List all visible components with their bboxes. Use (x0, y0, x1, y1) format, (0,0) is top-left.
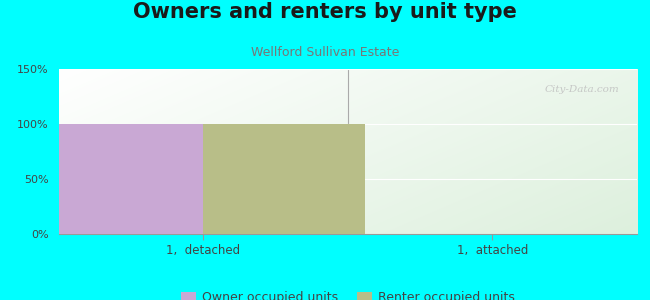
Bar (41, 124, 203, 234)
Text: Wellford Sullivan Estate: Wellford Sullivan Estate (251, 46, 399, 59)
Bar (203, 124, 365, 234)
Text: City-Data.com: City-Data.com (545, 85, 619, 94)
Text: Owners and renters by unit type: Owners and renters by unit type (133, 2, 517, 22)
Legend: Owner occupied units, Renter occupied units: Owner occupied units, Renter occupied un… (176, 286, 520, 300)
